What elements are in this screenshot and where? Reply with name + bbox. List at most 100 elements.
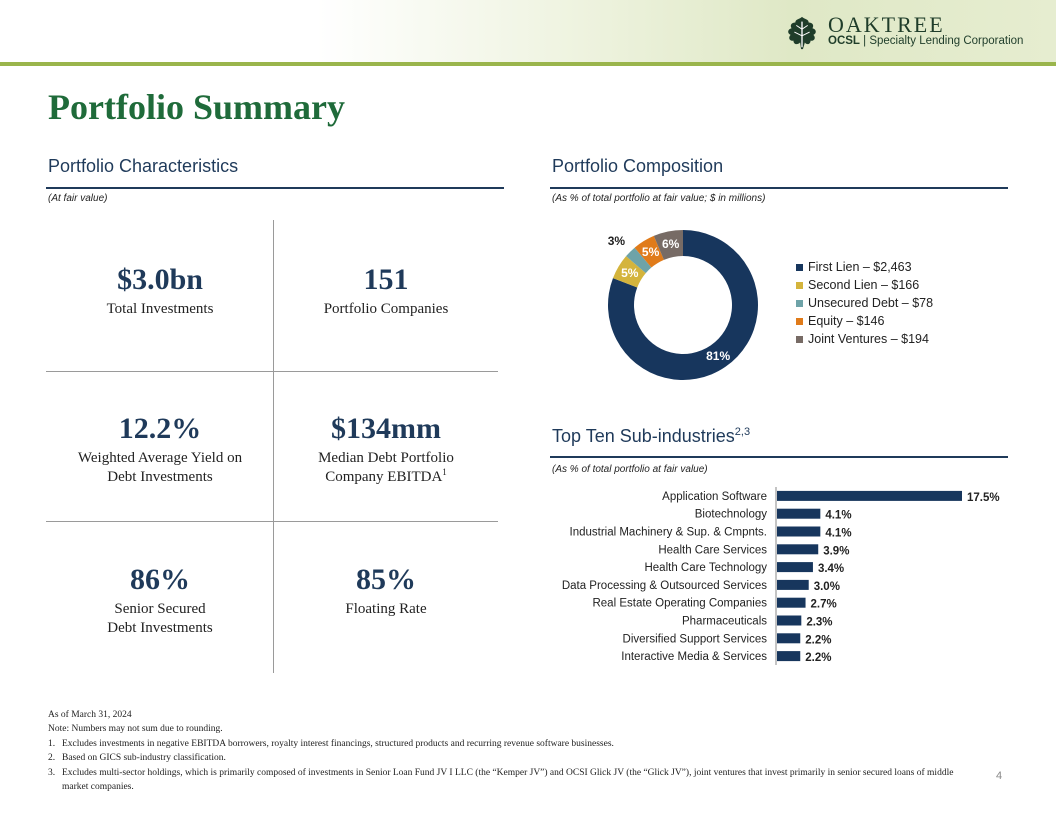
bar-value-label: 4.1% xyxy=(825,510,851,522)
header-rule xyxy=(0,62,1056,66)
bar xyxy=(777,651,801,662)
bar-value-label: 3.4% xyxy=(818,563,844,575)
legend-item: Joint Ventures – $194 xyxy=(796,330,933,348)
legend-swatch xyxy=(796,281,803,289)
legend-label: First Lien – $2,463 xyxy=(808,260,912,274)
bar-value-label: 3.0% xyxy=(814,581,840,593)
stat-label-line2: Debt Investments xyxy=(107,620,213,636)
bar xyxy=(777,633,801,644)
bar-value-label: 2.2% xyxy=(805,634,831,646)
composition-note: (As % of total portfolio at fair value; … xyxy=(552,193,766,204)
characteristics-title: Portfolio Characteristics xyxy=(48,156,239,176)
footer-notes: As of March 31, 2024 Note: Numbers may n… xyxy=(48,708,978,794)
footnote-text: Based on GICS sub-industry classificatio… xyxy=(62,753,226,764)
donut-slice xyxy=(612,256,646,288)
stat-value: 86% xyxy=(130,563,190,596)
legend-swatch xyxy=(796,263,803,271)
stat-label: Total Investments xyxy=(106,301,214,317)
donut-slice-label: 5% xyxy=(642,245,660,259)
oaktree-logo: OAKTREE OCSL | Specialty Lending Corpora… xyxy=(783,12,1033,54)
company-name: | Specialty Lending Corporation xyxy=(863,35,1024,47)
stat-label: Weighted Average Yield on xyxy=(77,450,243,466)
bar-value-label: 2.3% xyxy=(806,617,832,629)
footnote-3: 3. Excludes multi-sector holdings, which … xyxy=(48,766,978,795)
bar-value-label: 2.2% xyxy=(805,652,831,664)
bar-category-label: Industrial Machinery & Sup. & Cmpnts. xyxy=(570,527,768,539)
footnote-text: Excludes investments in negative EBITDA … xyxy=(62,738,614,749)
bar xyxy=(777,526,821,537)
page-number: 4 xyxy=(996,770,1003,782)
composition-legend: First Lien – $2,463 Second Lien – $166 Uns… xyxy=(796,258,933,348)
stat-value: 151 xyxy=(363,263,409,296)
stat-label: Portfolio Companies xyxy=(323,301,449,317)
stat-weighted-yield: 12.2% Weighted Average Yield on Debt Inv… xyxy=(47,411,273,487)
stat-value: 85% xyxy=(356,563,416,596)
as-of-date: As of March 31, 2024 xyxy=(48,710,132,720)
bar xyxy=(777,597,806,608)
footnote-number: 1. xyxy=(48,738,56,749)
subindustries-title: Top Ten Sub-industries xyxy=(552,426,735,446)
bar-category-label: Data Processing & Outsourced Services xyxy=(562,580,767,592)
footnote-2: 2. Based on GICS sub-industry classificat… xyxy=(48,751,978,765)
bar-category-label: Pharmaceuticals xyxy=(682,616,767,628)
stat-label-line2: Debt Investments xyxy=(107,469,213,485)
bar-value-label: 4.1% xyxy=(825,528,851,540)
bar xyxy=(777,508,821,519)
stat-value: 12.2% xyxy=(118,412,202,445)
grid-divider-horizontal-2 xyxy=(46,521,498,522)
header-banner xyxy=(0,0,1056,66)
legend-label: Second Lien – $166 xyxy=(808,278,920,292)
stat-total-investments: $3.0bn Total Investments xyxy=(47,262,273,319)
footnote-1: 1. Excludes investments in negative EBITD… xyxy=(48,737,978,751)
stat-floating-rate: 85% Floating Rate xyxy=(273,562,499,619)
stat-portfolio-companies: 151 Portfolio Companies xyxy=(273,262,499,319)
stat-value: $3.0bn xyxy=(117,263,203,296)
subindustries-bar-chart: Application Software 17.5% Biotechnology 4.… xyxy=(562,487,1000,665)
bar xyxy=(777,615,802,626)
grid-divider-vertical xyxy=(273,220,274,673)
bar-category-label: Biotechnology xyxy=(695,509,767,521)
footnote-text: Excludes multi-sector holdings, which is… xyxy=(62,767,954,793)
composition-donut-chart: 81%5%3%5%6% xyxy=(608,230,758,380)
stat-label: Senior Secured xyxy=(114,601,206,617)
donut-slice xyxy=(626,247,652,274)
stat-senior-secured: 86% Senior Secured Debt Investments xyxy=(47,562,273,638)
bar-category-label: Diversified Support Services xyxy=(623,633,768,645)
characteristics-rule xyxy=(46,187,504,189)
footnote-number: 2. xyxy=(48,753,56,764)
bar-category-label: Interactive Media & Services xyxy=(621,651,767,663)
legend-item: Unsecured Debt – $78 xyxy=(796,294,933,312)
donut-slice xyxy=(608,230,758,380)
grid-divider-horizontal-1 xyxy=(46,371,498,372)
bar-category-label: Health Care Technology xyxy=(644,562,767,574)
donut-slice xyxy=(634,235,664,268)
stat-value: $134mm xyxy=(331,412,441,445)
legend-label: Unsecured Debt – $78 xyxy=(808,296,934,310)
subindustries-title-wrap: Top Ten Sub-industries2,3 xyxy=(552,426,750,447)
bar xyxy=(777,544,819,555)
bar-value-label: 3.9% xyxy=(823,545,849,557)
subindustries-note: (As % of total portfolio at fair value) xyxy=(552,464,708,475)
donut-slice xyxy=(653,230,683,260)
rounding-note: Note: Numbers may not sum due to roundin… xyxy=(48,724,223,735)
bar xyxy=(777,562,813,573)
bar-value-label: 2.7% xyxy=(811,599,837,611)
footnote-ref: 1 xyxy=(442,467,447,477)
composition-rule xyxy=(550,187,1008,189)
legend-item: Second Lien – $166 xyxy=(796,276,933,294)
bar-category-label: Application Software xyxy=(662,491,767,503)
legend-item: Equity – $146 xyxy=(796,312,933,330)
stat-label-line2-wrap: Company EBITDA1 xyxy=(273,468,499,487)
subindustries-rule xyxy=(550,456,1008,458)
donut-slice-label: 3% xyxy=(608,234,626,248)
legend-swatch xyxy=(796,317,803,325)
legend-label: Joint Ventures – $194 xyxy=(808,332,929,346)
legend-label: Equity – $146 xyxy=(808,314,885,328)
footnote-number: 3. xyxy=(48,767,56,778)
brand-subtitle: OCSL | Specialty Lending Corporation xyxy=(828,35,1023,47)
composition-title: Portfolio Composition xyxy=(552,156,724,176)
legend-swatch xyxy=(796,335,803,343)
characteristics-note: (At fair value) xyxy=(48,193,108,204)
stat-median-ebitda: $134mm Median Debt Portfolio Company EBI… xyxy=(273,411,499,487)
stat-label: Floating Rate xyxy=(345,601,427,617)
